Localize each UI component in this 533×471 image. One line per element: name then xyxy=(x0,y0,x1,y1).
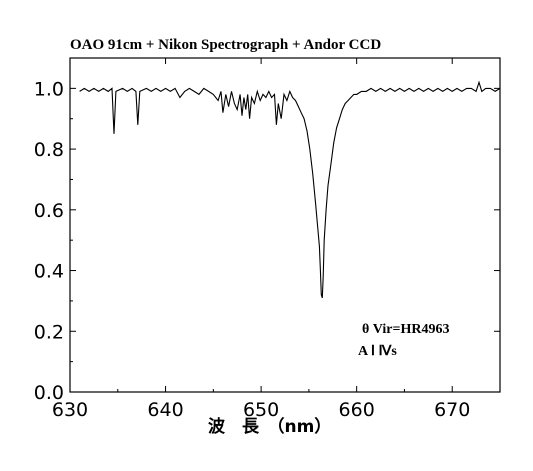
x-tick-label: 630 xyxy=(52,399,88,421)
y-tick-label: 0.4 xyxy=(34,261,64,283)
x-tick-label: 640 xyxy=(147,399,183,421)
spectrum-line xyxy=(79,80,501,299)
y-tick-label: 0.0 xyxy=(34,382,64,404)
y-tick-label: 0.6 xyxy=(34,200,64,222)
y-axis: 0.0 0.2 0.4 0.6 0.8 1.0 xyxy=(34,57,500,404)
annotation-star-name: θ Vir=HR4963 xyxy=(362,322,449,337)
x-axis: 630 640 650 660 670 xyxy=(52,58,470,421)
y-tick-label: 0.8 xyxy=(34,139,64,161)
annotation-spectral-type: A Ⅰ Ⅳs xyxy=(358,344,397,359)
plot-frame xyxy=(69,57,501,393)
chart-title: OAO 91cm + Nikon Spectrograph + Andor CC… xyxy=(70,37,381,53)
y-tick-label: 0.2 xyxy=(34,321,64,343)
x-tick-label: 660 xyxy=(339,399,375,421)
x-tick-label: 670 xyxy=(434,399,470,421)
x-tick-label: 650 xyxy=(243,399,279,421)
x-axis-label: 波 長 （nm） xyxy=(208,416,331,437)
y-tick-label: 1.0 xyxy=(34,78,64,100)
